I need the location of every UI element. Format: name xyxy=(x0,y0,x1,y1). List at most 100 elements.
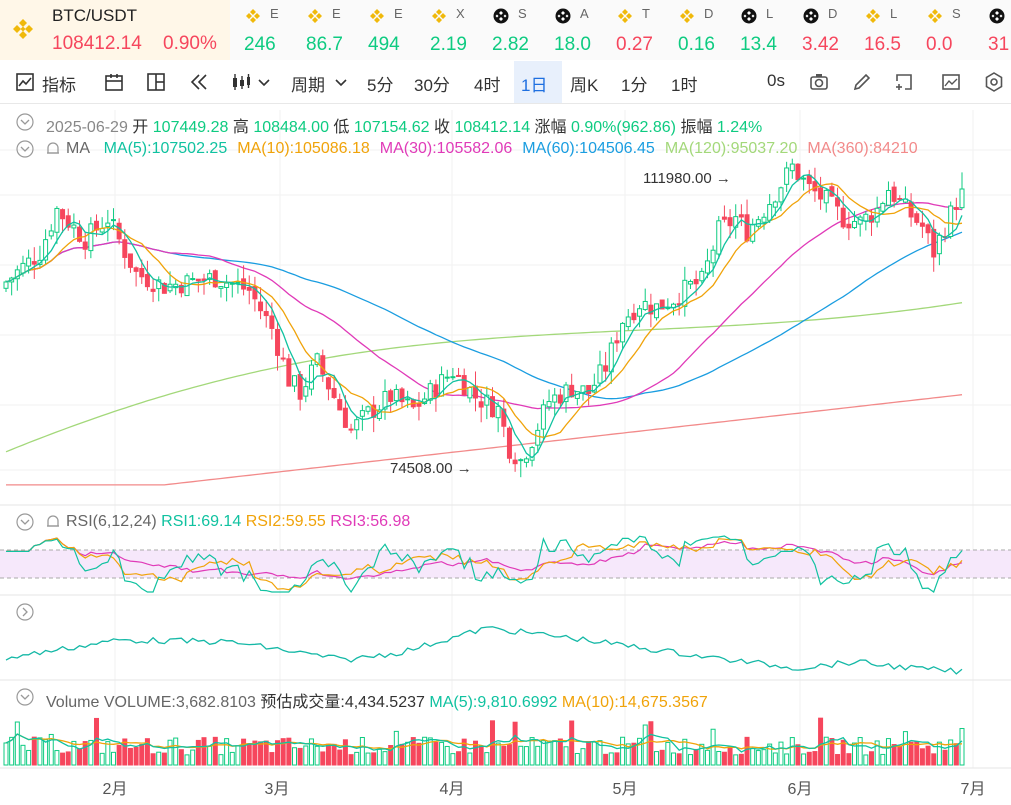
ticker-item[interactable]: D 3.42 xyxy=(788,0,850,60)
volume-bar xyxy=(586,741,592,766)
chevron-right-icon[interactable] xyxy=(16,603,34,621)
volume-bar xyxy=(9,736,15,766)
volume-bar xyxy=(371,752,377,766)
bell-icon[interactable] xyxy=(44,513,62,531)
interval-1[interactable]: 30分 xyxy=(414,76,450,95)
candle xyxy=(48,230,54,237)
rsi-title: RSI(6,12,24) xyxy=(66,513,157,530)
ma-legend-item: MA(60):104506.45 xyxy=(522,140,655,157)
volume-bar xyxy=(880,753,886,766)
volume-bar xyxy=(659,749,665,766)
volume-bar xyxy=(501,745,507,766)
volume-bar xyxy=(625,743,631,766)
candle xyxy=(286,358,292,387)
pencil-icon[interactable] xyxy=(851,71,873,93)
candle xyxy=(258,301,264,312)
candle xyxy=(65,215,71,228)
volume-bar xyxy=(778,741,784,766)
volume-bar xyxy=(919,748,925,766)
ticker-item[interactable]: D 0.16 xyxy=(664,0,726,60)
ticker-item[interactable]: L 16.5 xyxy=(850,0,912,60)
candle xyxy=(738,214,744,218)
volume-bar xyxy=(569,720,575,766)
period-button[interactable]: 周期 xyxy=(291,76,325,95)
interval-2[interactable]: 4时 xyxy=(474,76,501,95)
ticker-value: 31 xyxy=(988,34,1010,55)
interval-3[interactable]: 1日 xyxy=(521,76,548,95)
open-value: 107449.28 xyxy=(152,119,229,136)
ticker-item[interactable]: S 2.82 xyxy=(478,0,540,60)
gear-icon[interactable] xyxy=(983,71,1005,93)
ticker-item[interactable]: T 0.27 xyxy=(602,0,664,60)
candle xyxy=(275,328,281,356)
volume-bar xyxy=(393,730,399,766)
amplitude-value: 1.24% xyxy=(716,119,763,136)
chevron-down-icon[interactable] xyxy=(16,140,34,158)
indicator-icon[interactable] xyxy=(14,71,36,93)
candle xyxy=(303,386,309,397)
candle xyxy=(224,282,230,288)
candle xyxy=(823,189,829,204)
ticker-value: 494 xyxy=(368,34,400,55)
bnb-icon xyxy=(866,9,880,23)
interval-6[interactable]: 1时 xyxy=(671,76,698,95)
chevron-down-icon[interactable] xyxy=(257,71,271,93)
volume-bar xyxy=(795,744,801,766)
candle xyxy=(178,284,184,294)
volume-bar xyxy=(959,728,965,766)
volume-bar xyxy=(263,740,269,766)
candle xyxy=(914,213,920,223)
ticker-item[interactable]: E 246 xyxy=(230,0,292,60)
volume-bar xyxy=(229,751,235,766)
low-annotation-value: 74508.00 xyxy=(390,460,453,477)
bell-icon[interactable] xyxy=(44,140,62,158)
rewind-icon[interactable] xyxy=(188,71,210,93)
candle-type-icon[interactable] xyxy=(230,71,252,93)
candle xyxy=(122,239,128,258)
volume-bar xyxy=(789,737,795,766)
ticker-value: 0.16 xyxy=(678,34,715,55)
layout-icon[interactable] xyxy=(145,71,167,93)
ticker-item[interactable]: X 2.19 xyxy=(416,0,478,60)
calendar-icon[interactable] xyxy=(103,71,125,93)
camera-icon[interactable] xyxy=(808,71,830,93)
ticker-item[interactable]: A 18.0 xyxy=(540,0,602,60)
candle xyxy=(948,205,954,237)
ticker-item[interactable]: L 13.4 xyxy=(726,0,788,60)
ma360-line xyxy=(6,394,963,486)
ticker-item[interactable]: 31 xyxy=(974,0,1011,60)
volume-bar xyxy=(173,737,179,766)
candle xyxy=(518,459,524,462)
candle xyxy=(207,273,213,280)
bnb-icon xyxy=(13,19,33,39)
candle xyxy=(569,384,575,398)
interval-4[interactable]: 周K xyxy=(570,76,599,95)
candle xyxy=(897,197,903,200)
indicator-button[interactable]: 指标 xyxy=(42,76,76,95)
interval-0[interactable]: 5分 xyxy=(367,76,394,95)
chevron-down-icon[interactable] xyxy=(16,688,34,706)
close-value: 108412.14 xyxy=(454,119,531,136)
save-image-icon[interactable] xyxy=(940,71,962,93)
add-window-icon[interactable] xyxy=(893,71,915,93)
chevron-down-icon[interactable] xyxy=(16,113,34,131)
close-label: 收 xyxy=(433,119,450,136)
candle xyxy=(54,207,60,233)
volume-bar xyxy=(444,745,450,766)
ticker-item[interactable]: E 86.7 xyxy=(292,0,354,60)
current-pair[interactable]: BTC/USDT 108412.14 0.90% xyxy=(0,0,230,60)
interval-5[interactable]: 1分 xyxy=(621,76,648,95)
volume-ma10: MA(10):14,675.3567 xyxy=(561,694,708,711)
candle xyxy=(925,224,931,234)
chevron-down-icon[interactable] xyxy=(334,71,348,93)
chevron-down-icon[interactable] xyxy=(16,513,34,531)
volume-bar xyxy=(235,745,241,766)
volume-value: VOLUME:3,682.8103 xyxy=(103,694,256,711)
ticker-name: E xyxy=(332,6,341,21)
candle xyxy=(456,374,462,377)
ticker-item[interactable]: E 494 xyxy=(354,0,416,60)
candle xyxy=(156,279,162,290)
ticker-item[interactable]: S 0.0 xyxy=(912,0,974,60)
volume-bar xyxy=(852,742,858,766)
